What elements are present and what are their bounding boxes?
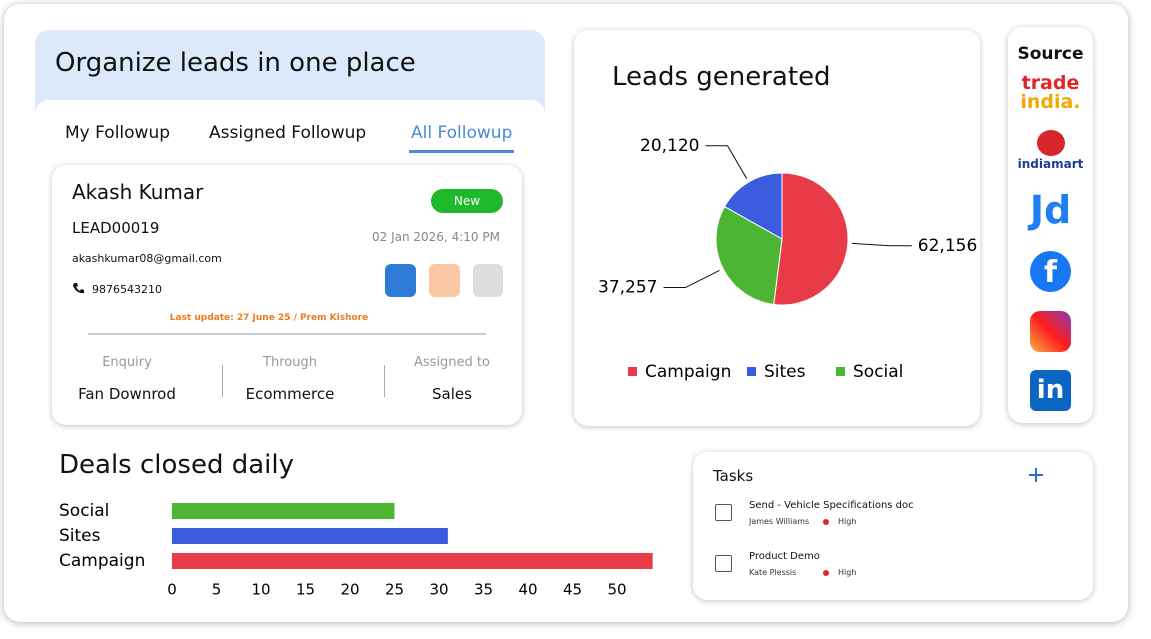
legend-swatch [836, 367, 845, 376]
lead-id: LEAD00019 [72, 219, 160, 237]
field-label: Through [263, 355, 317, 370]
legend-label: Social [853, 362, 903, 382]
field-value: Fan Downrod [78, 385, 176, 403]
y-tick-label: Social [59, 501, 109, 521]
assign-icon[interactable] [385, 264, 416, 297]
data-label: 20,120 [640, 136, 699, 156]
x-tick-label: 20 [340, 581, 359, 599]
lead-date: 02 Jan 2026, 4:10 PM [372, 230, 500, 244]
tasks-title: Tasks [713, 467, 754, 485]
pie-slice [773, 172, 849, 306]
legend-swatch [628, 367, 637, 376]
x-tick-label: 35 [474, 581, 493, 599]
legend-label: Sites [764, 362, 806, 382]
x-tick-label: 50 [607, 581, 626, 599]
task-priority: High [838, 568, 857, 577]
checkbox [715, 555, 732, 572]
lead-phone: 9876543210 [92, 283, 162, 296]
indiamart-logo: indiamart [1017, 157, 1084, 171]
priority-dot [823, 519, 829, 525]
pie-slice [715, 205, 783, 306]
y-tick-label: Sites [59, 526, 101, 546]
x-tick-label: 40 [518, 581, 537, 599]
x-tick-label: 0 [167, 581, 177, 599]
leader-line [851, 242, 912, 247]
instagram-logo [1030, 311, 1071, 352]
legend-label: Campaign [645, 362, 731, 382]
tradeindia-logo: trade india. [1008, 74, 1093, 112]
data-label: 62,156 [918, 236, 977, 256]
y-tick-label: Campaign [59, 551, 145, 571]
bar [172, 503, 395, 519]
priority-dot [823, 570, 829, 576]
panel-title: Organize leads in one place [55, 48, 416, 78]
x-tick-label: 25 [385, 581, 404, 599]
tab[interactable]: My Followup [65, 123, 171, 143]
indiamart-mark [1037, 130, 1065, 156]
phone-icon [73, 283, 84, 294]
add-task[interactable] [1029, 468, 1043, 482]
chart-title: Deals closed daily [59, 450, 294, 480]
source-card [1008, 27, 1093, 423]
bar [172, 528, 448, 544]
field-label: Assigned to [414, 355, 490, 370]
lead-email: akashkumar08@gmail.com [72, 252, 222, 265]
data-label: 37,257 [598, 278, 657, 298]
field-value: Ecommerce [245, 385, 335, 403]
lead-name: Akash Kumar [72, 180, 204, 204]
tab-active[interactable]: All Followup [409, 123, 515, 153]
legend-swatch [747, 367, 756, 376]
checkbox [715, 504, 732, 521]
field-separator [384, 365, 385, 397]
last-update: Last update: 27 June 25 / Prem Kishore [169, 313, 369, 323]
field-value: Sales [432, 385, 472, 403]
divider [88, 333, 486, 335]
tab[interactable]: Assigned Followup [209, 123, 367, 143]
task-name: Product Demo [749, 551, 820, 562]
bar-chart: Social Sites Campaign 0 5 10 15 20 25 30 35 40 45 50 [59, 501, 653, 599]
bar [172, 553, 653, 569]
source-title: Source [1017, 44, 1084, 64]
field-separator [222, 365, 223, 397]
tasks-card [693, 452, 1093, 600]
task-assignee: Kate Plessis [749, 568, 797, 577]
jd-logo: Jd [1029, 188, 1072, 232]
x-tick-label: 15 [296, 581, 315, 599]
facebook-logo: f [1030, 251, 1071, 292]
status-badge: New [431, 189, 503, 213]
doc-icon[interactable] [473, 264, 503, 297]
x-tick-label: 45 [563, 581, 582, 599]
task-priority: High [838, 517, 857, 526]
logo-text: india. [1020, 91, 1081, 113]
linkedin-logo: in [1030, 370, 1071, 411]
task-assignee: James Williams [749, 517, 810, 526]
x-tick-label: 10 [251, 581, 270, 599]
task-name: Send - Vehicle Specifications doc [749, 500, 914, 511]
leader-line [663, 270, 720, 289]
x-tick-label: 30 [429, 581, 448, 599]
pie-slice [723, 172, 783, 240]
x-tick-label: 5 [212, 581, 222, 599]
chart-title: Leads generated [612, 62, 831, 92]
logo-text: trade [1021, 72, 1080, 94]
pie-chart: 62,156 20,120 37,257 Campaign Sites Social [598, 136, 977, 382]
field-label: Enquiry [102, 355, 152, 370]
leader-line [705, 145, 748, 179]
comment-icon[interactable] [429, 264, 460, 297]
